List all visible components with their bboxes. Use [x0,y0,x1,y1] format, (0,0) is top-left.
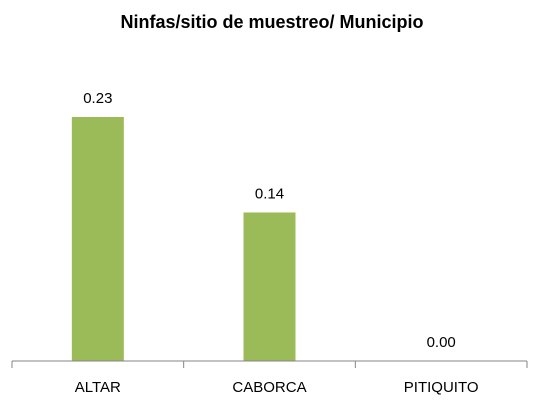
x-tick-label: CABORCA [232,379,306,396]
x-tick-label: ALTAR [75,379,121,396]
chart-title: Ninfas/sitio de muestreo/ Municipio [120,12,423,32]
value-label: 0.14 [255,185,284,202]
bar [243,212,296,361]
bar [71,117,124,361]
x-tick-label: PITIQUITO [404,379,479,396]
value-label: 0.23 [83,90,112,107]
value-label: 0.00 [427,334,456,351]
